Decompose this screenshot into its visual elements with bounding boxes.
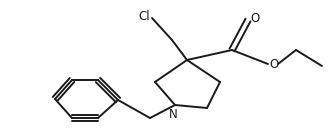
Text: Cl: Cl [138, 10, 150, 24]
Text: N: N [169, 108, 177, 121]
Text: O: O [269, 58, 278, 70]
Text: O: O [250, 12, 259, 24]
